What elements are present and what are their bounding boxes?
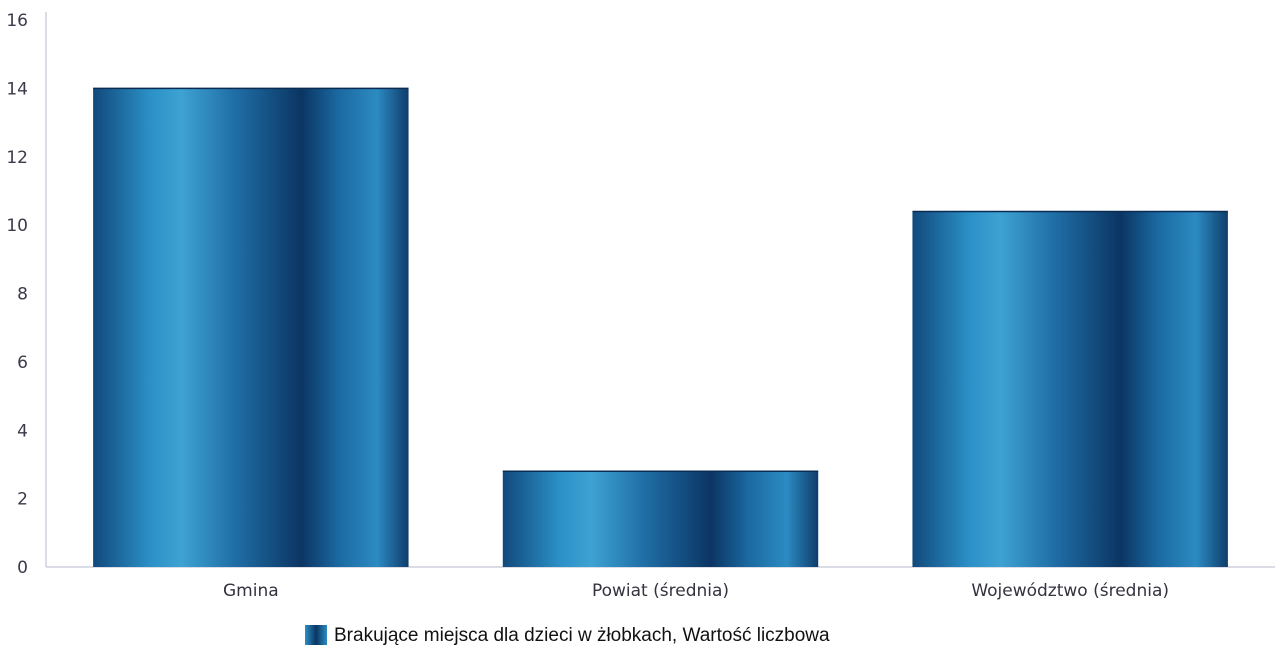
- y-tick-label: 12: [6, 148, 28, 168]
- y-tick-label: 14: [6, 79, 28, 99]
- y-tick-label: 2: [17, 490, 28, 510]
- y-tick-label: 6: [17, 353, 28, 373]
- x-category-label: Gmina: [223, 581, 279, 601]
- x-category-label: Województwo (średnia): [971, 581, 1169, 601]
- legend-swatch: [305, 625, 327, 645]
- bars-group: [93, 87, 1228, 567]
- y-tick-label: 4: [17, 421, 28, 441]
- labels-group: 0 2 4 6 8 10 12 14 16 Gmina Powiat (średnia) Wojewó…: [6, 11, 1169, 601]
- y-tick-label: 10: [6, 216, 28, 236]
- y-tick-label: 0: [17, 558, 28, 578]
- legend-label: Brakujące miejsca dla dzieci w żłobkach,…: [334, 625, 830, 646]
- y-tick-label: 8: [17, 285, 28, 305]
- bar: [93, 88, 409, 567]
- bar: [502, 471, 819, 567]
- y-tick-label: 16: [6, 11, 28, 31]
- legend: Brakujące miejsca dla dzieci w żłobkach,…: [305, 625, 830, 646]
- x-category-label: Powiat (średnia): [592, 581, 729, 601]
- bar: [912, 211, 1228, 567]
